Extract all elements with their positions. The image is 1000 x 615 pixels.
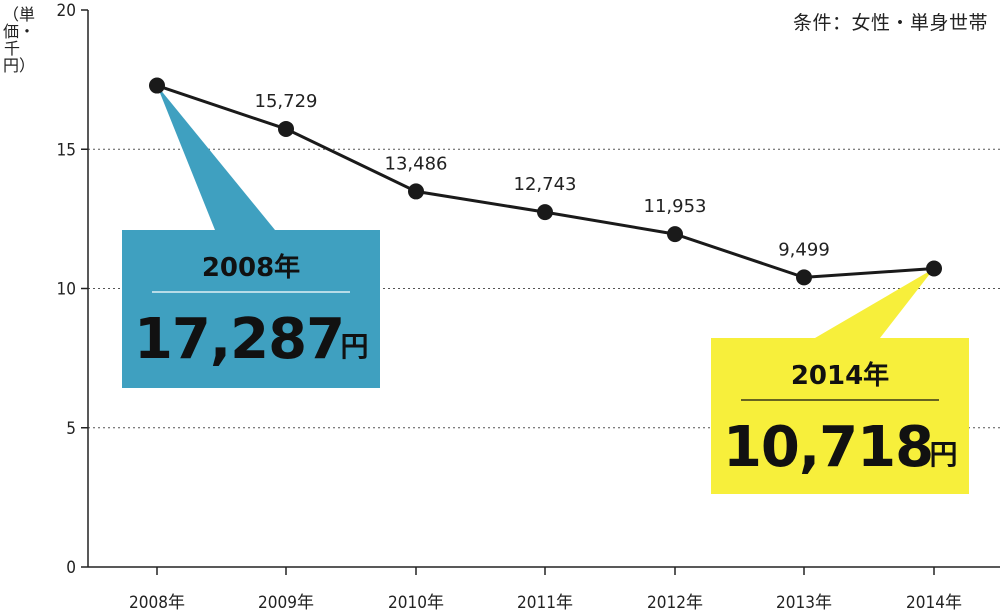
callout-value-1: 10,718 (723, 415, 933, 480)
y-tick-label-10: 10 (57, 280, 76, 300)
data-point-1 (278, 120, 294, 137)
x-tick-label-4: 2012年 (647, 593, 703, 613)
callout-pointer-1 (815, 268, 934, 338)
data-point-2 (408, 183, 424, 200)
callout-unit-0: 円 (340, 330, 368, 363)
y-tick-label-15: 15 (57, 140, 76, 160)
data-label-3: 12,743 (514, 174, 577, 195)
data-label-5: 9,499 (778, 239, 830, 260)
data-point-5 (796, 269, 812, 286)
data-label-1: 15,729 (255, 91, 318, 112)
data-point-3 (537, 204, 553, 221)
data-point-6 (926, 260, 942, 277)
x-tick-label-5: 2013年 (776, 593, 832, 613)
x-tick-label-2: 2010年 (388, 593, 444, 613)
data-label-2: 13,486 (385, 153, 448, 174)
data-point-4 (667, 226, 683, 243)
y-tick-label-20: 20 (57, 1, 76, 21)
data-point-0 (149, 77, 165, 94)
x-tick-label-3: 2011年 (517, 593, 573, 613)
condition-note: 条件：女性・単身世帯 (792, 12, 988, 34)
x-tick-label-6: 2014年 (906, 593, 962, 613)
y-tick-label-0: 0 (66, 558, 76, 578)
data-label-4: 11,953 (644, 196, 707, 217)
y-tick-label-5: 5 (66, 419, 76, 439)
callout-unit-1: 円 (929, 438, 957, 471)
callout-year-0: 2008年 (202, 252, 300, 283)
callout-value-0: 17,287 (134, 307, 344, 372)
x-tick-label-0: 2008年 (129, 593, 185, 613)
x-tick-label-1: 2009年 (258, 593, 314, 613)
callout-box-0 (122, 230, 380, 388)
callout-box-1 (711, 338, 969, 494)
callout-pointer-0 (157, 85, 275, 230)
callout-year-1: 2014年 (791, 360, 889, 391)
